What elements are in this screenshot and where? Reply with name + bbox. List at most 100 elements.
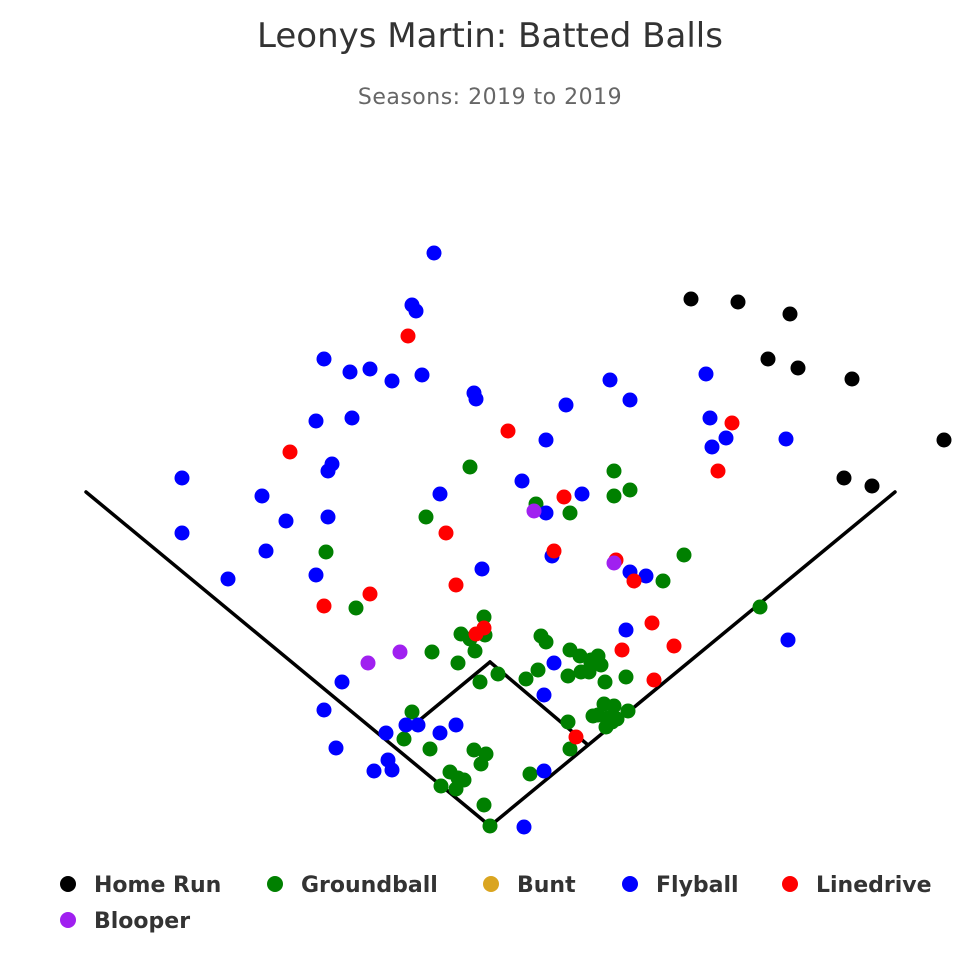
flyball-point <box>220 571 236 587</box>
groundball-point <box>348 600 364 616</box>
groundball-point <box>597 674 613 690</box>
legend-marker <box>483 876 499 892</box>
groundball-point <box>562 741 578 757</box>
home-run-point <box>760 351 776 367</box>
flyball-point <box>702 410 718 426</box>
linedrive-point <box>438 525 454 541</box>
groundball-point <box>476 797 492 813</box>
flyball-point <box>316 351 332 367</box>
flyball-point <box>602 372 618 388</box>
groundball-point <box>560 714 576 730</box>
home-run-point <box>730 294 746 310</box>
flyball-point <box>308 567 324 583</box>
flyball-point <box>618 622 634 638</box>
legend-marker <box>60 876 76 892</box>
flyball-point <box>320 463 336 479</box>
legend-item-flyball[interactable]: Flyball <box>622 873 739 898</box>
linedrive-point <box>646 672 662 688</box>
legend-label: Flyball <box>656 873 739 898</box>
series-linedrive <box>282 328 740 745</box>
groundball-point <box>583 655 599 671</box>
legend-label: Home Run <box>94 873 221 898</box>
flyball-point <box>378 725 394 741</box>
flyball-point <box>342 364 358 380</box>
flyball-point <box>448 717 464 733</box>
legend-item-groundball[interactable]: Groundball <box>267 873 438 898</box>
groundball-point <box>422 741 438 757</box>
groundball-point <box>676 547 692 563</box>
linedrive-point <box>626 573 642 589</box>
flyball-point <box>538 505 554 521</box>
scatter-points <box>174 245 952 835</box>
legend-marker <box>782 876 798 892</box>
flyball-point <box>320 509 336 525</box>
flyball-point <box>408 303 424 319</box>
blooper-point <box>392 644 408 660</box>
home-run-point <box>844 371 860 387</box>
linedrive-point <box>644 615 660 631</box>
left-foul-line <box>84 490 492 828</box>
groundball-point <box>655 573 671 589</box>
chart-subtitle: Seasons: 2019 to 2019 <box>358 85 622 110</box>
legend-item-linedrive[interactable]: Linedrive <box>782 873 932 898</box>
linedrive-point <box>500 423 516 439</box>
flyball-point <box>398 717 414 733</box>
flyball-point <box>514 473 530 489</box>
flyball-point <box>546 655 562 671</box>
groundball-point <box>466 742 482 758</box>
infield-diamond-left <box>408 660 492 730</box>
flyball-point <box>316 702 332 718</box>
flyball-point <box>254 488 270 504</box>
linedrive-point <box>448 577 464 593</box>
series-flyball <box>174 245 796 835</box>
legend-label: Linedrive <box>816 873 932 898</box>
linedrive-point <box>468 626 484 642</box>
groundball-point <box>560 668 576 684</box>
flyball-point <box>638 568 654 584</box>
groundball-point <box>490 666 506 682</box>
home-run-point <box>936 432 952 448</box>
linedrive-point <box>282 444 298 460</box>
flyball-point <box>410 717 426 733</box>
legend-marker <box>267 876 283 892</box>
groundball-point <box>482 818 498 834</box>
legend-item-blooper[interactable]: Blooper <box>60 909 190 934</box>
groundball-point <box>620 703 636 719</box>
groundball-point <box>606 698 622 714</box>
linedrive-point <box>362 586 378 602</box>
linedrive-point <box>710 463 726 479</box>
flyball-point <box>778 431 794 447</box>
chart-title: Leonys Martin: Batted Balls <box>257 16 723 56</box>
flyball-point <box>174 525 190 541</box>
linedrive-point <box>316 598 332 614</box>
blooper-point <box>526 503 542 519</box>
flyball-point <box>536 687 552 703</box>
flyball-point <box>718 430 734 446</box>
groundball-point <box>538 634 554 650</box>
home-run-point <box>790 360 806 376</box>
groundball-point <box>418 509 434 525</box>
groundball-point <box>598 719 614 735</box>
groundball-point <box>606 488 622 504</box>
linedrive-point <box>724 415 740 431</box>
flyball-point <box>328 740 344 756</box>
series-blooper <box>360 503 622 671</box>
flyball-point <box>558 397 574 413</box>
groundball-point <box>404 704 420 720</box>
blooper-point <box>360 655 376 671</box>
groundball-point <box>522 766 538 782</box>
flyball-point <box>536 763 552 779</box>
flyball-point <box>384 373 400 389</box>
flyball-point <box>704 439 720 455</box>
groundball-point <box>433 778 449 794</box>
flyball-point <box>780 632 796 648</box>
groundball-point <box>462 459 478 475</box>
groundball-point <box>606 463 622 479</box>
groundball-point <box>396 731 412 747</box>
flyball-point <box>334 674 350 690</box>
legend-item-home-run[interactable]: Home Run <box>60 873 221 898</box>
series-home-run <box>683 291 952 494</box>
groundball-point <box>622 482 638 498</box>
legend-item-bunt[interactable]: Bunt <box>483 873 576 898</box>
